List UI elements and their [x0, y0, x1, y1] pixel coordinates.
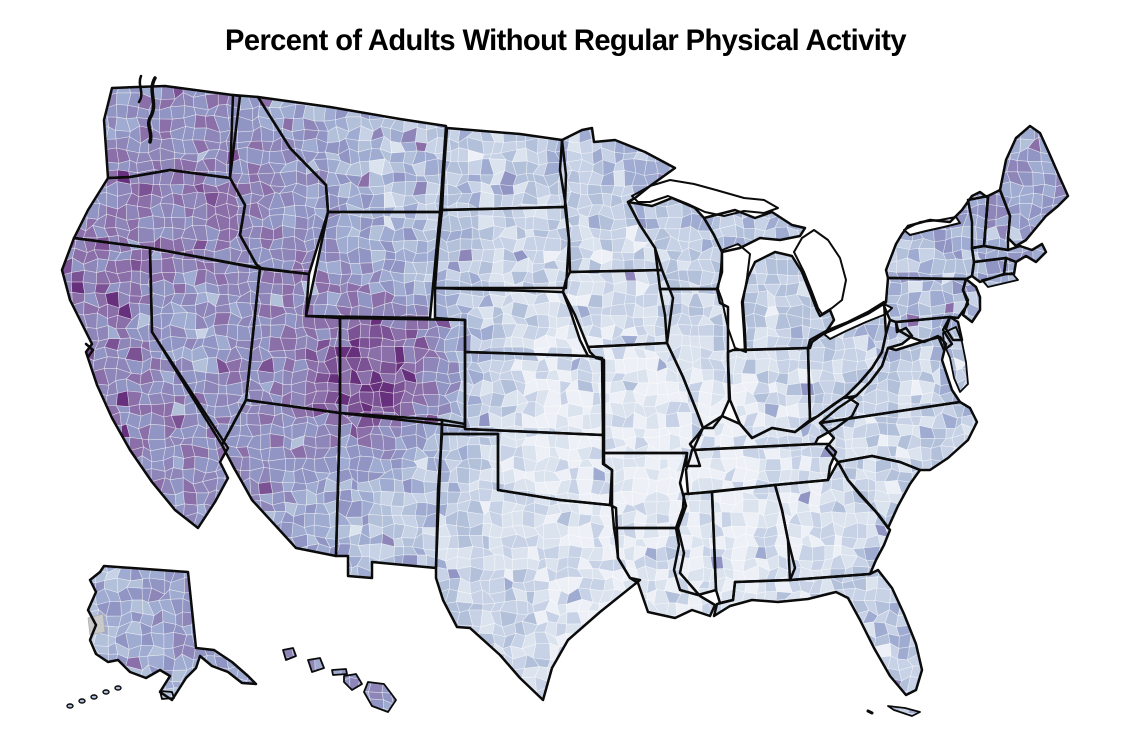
coastline-detail: [84, 342, 95, 359]
state-borders: [60, 74, 1070, 717]
coastline-detail: [866, 709, 874, 715]
county-mosaic: [62, 86, 1068, 716]
map-title: Percent of Adults Without Regular Physic…: [225, 24, 907, 57]
coastline-detail: [137, 74, 143, 104]
coastline-detail: [146, 76, 157, 144]
